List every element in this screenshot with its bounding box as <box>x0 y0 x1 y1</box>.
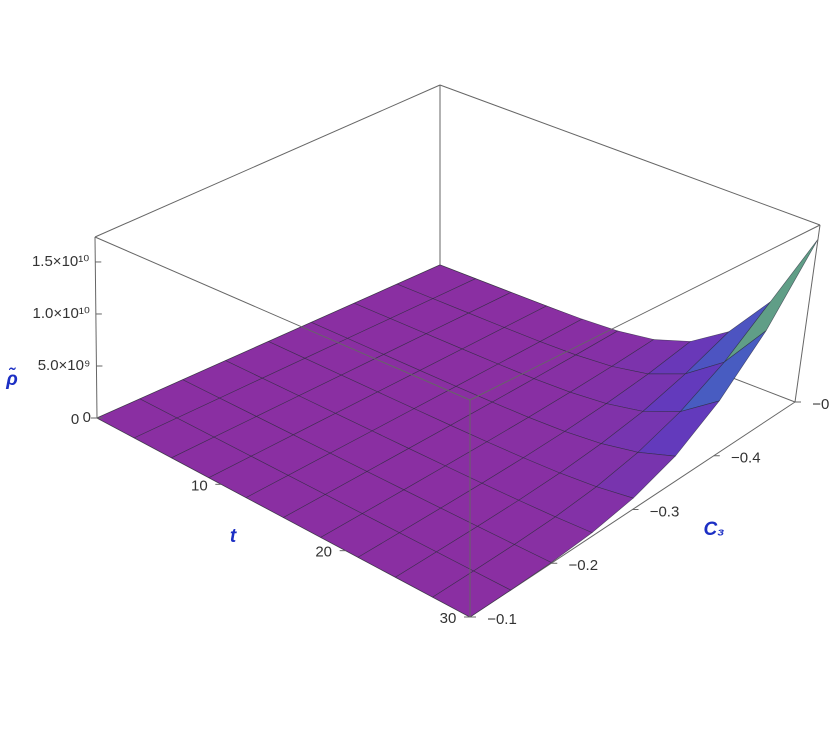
x-tick-label: 30 <box>440 610 457 627</box>
z-tick-label: 5.0×10⁹ <box>38 357 91 374</box>
x-tick-label: 10 <box>191 477 208 494</box>
z-tick-label: 1.5×10¹⁰ <box>32 253 89 270</box>
y-axis-label: C₃ <box>703 519 724 540</box>
y-tick-label: −0.5 <box>812 396 830 413</box>
box-edge <box>794 224 821 403</box>
surface-patch <box>724 239 819 363</box>
x-tick-label: 20 <box>315 544 332 561</box>
box-edge <box>94 236 471 401</box>
y-tick-label: −0.3 <box>650 503 680 520</box>
box-edge <box>94 236 98 419</box>
y-tick-label: −0.4 <box>731 450 761 467</box>
x-axis-label: t <box>230 526 237 547</box>
z-axis-label: ρ̃ <box>5 367 18 390</box>
y-tick-label: −0.1 <box>487 611 517 628</box>
surface-patch <box>432 570 512 618</box>
y-tick-label: −0.2 <box>568 557 598 574</box>
box-edge <box>439 84 821 226</box>
box-edge <box>94 84 441 238</box>
z-tick-label: 0 <box>83 409 91 426</box>
box-edge <box>469 224 821 401</box>
z-tick-label: 1.0×10¹⁰ <box>33 305 90 322</box>
x-tick-label: 0 <box>71 411 79 428</box>
